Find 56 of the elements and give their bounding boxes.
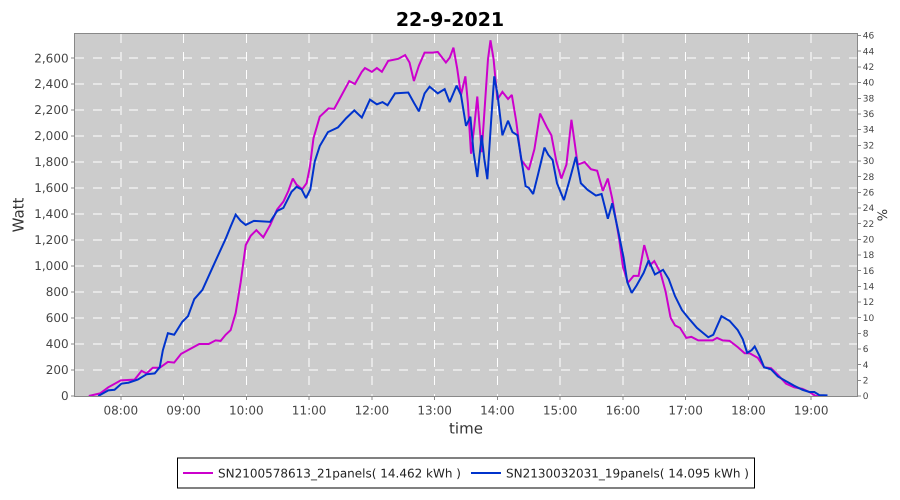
y2-tick-label: 20 [862, 235, 875, 246]
y-axis-title: Watt [9, 197, 28, 232]
y2-tick-label: 40 [862, 78, 875, 89]
y2-tick-label: 36 [862, 110, 875, 120]
y-tick-label: 400 [46, 337, 69, 352]
y2-tick-label: 46 [862, 32, 875, 42]
y2-axis-title: % [876, 208, 892, 222]
y2-tick-label: 2 [862, 376, 869, 386]
y2-tick-label: 22 [862, 220, 874, 230]
y-tick-label: 600 [46, 311, 69, 326]
y2-tick-label: 14 [862, 282, 875, 292]
y-tick-label: 1,600 [34, 181, 69, 196]
y2-tick-label: 28 [862, 172, 875, 183]
x-tick-label: 11:00 [292, 403, 326, 418]
legend-label: SN2130032031_19panels( 14.095 kWh ) [506, 466, 749, 481]
y2-tick-label: 12 [862, 298, 874, 308]
x-tick-label: 13:00 [417, 403, 452, 418]
y2-tick-label: 10 [862, 314, 875, 324]
y2-tick-label: 34 [862, 126, 875, 136]
x-axis-title: time [449, 419, 483, 438]
y2-tick-label: 44 [862, 47, 875, 58]
legend-label: SN2100578613_21panels( 14.462 kWh ) [218, 466, 461, 481]
y-tick-label: 2,600 [34, 51, 69, 66]
y2-tick-label: 30 [862, 157, 875, 168]
y2-tick-label: 24 [862, 204, 875, 214]
y2-tick-label: 18 [862, 251, 875, 262]
chart-title: 22-9-2021 [396, 8, 504, 31]
x-tick-label: 18:00 [731, 403, 766, 418]
y-tick-label: 1,800 [34, 155, 69, 170]
y2-tick-label: 6 [862, 345, 869, 356]
y-tick-label: 800 [46, 285, 69, 300]
x-tick-label: 17:00 [668, 403, 703, 418]
x-tick-label: 12:00 [354, 403, 390, 418]
y2-tick-label: 4 [862, 360, 869, 371]
x-tick-label: 10:00 [229, 403, 264, 418]
y-tick-label: 2,000 [34, 129, 69, 144]
y-tick-label: 2,400 [34, 77, 69, 92]
y2-tick-label: 0 [862, 392, 869, 402]
y2-tick-label: 8 [862, 329, 869, 340]
y2-tick-label: 42 [862, 63, 874, 74]
y2-tick-label: 38 [862, 94, 875, 104]
y-tick-label: 1,000 [34, 259, 69, 274]
y-tick-label: 0 [60, 389, 69, 404]
x-tick-label: 14:00 [480, 403, 515, 418]
y-tick-label: 200 [46, 363, 69, 378]
x-tick-label: 19:00 [794, 403, 828, 418]
x-tick-label: 15:00 [542, 403, 578, 418]
x-tick-label: 16:00 [606, 403, 640, 418]
y-tick-label: 1,400 [34, 207, 69, 222]
y2-tick-label: 26 [862, 188, 875, 198]
y-tick-label: 1,200 [34, 233, 69, 248]
y-tick-label: 2,200 [34, 103, 69, 118]
y2-tick-label: 32 [862, 141, 874, 152]
x-tick-label: 08:00 [104, 403, 138, 418]
x-tick-label: 09:00 [166, 403, 201, 418]
y2-tick-label: 16 [862, 266, 875, 277]
